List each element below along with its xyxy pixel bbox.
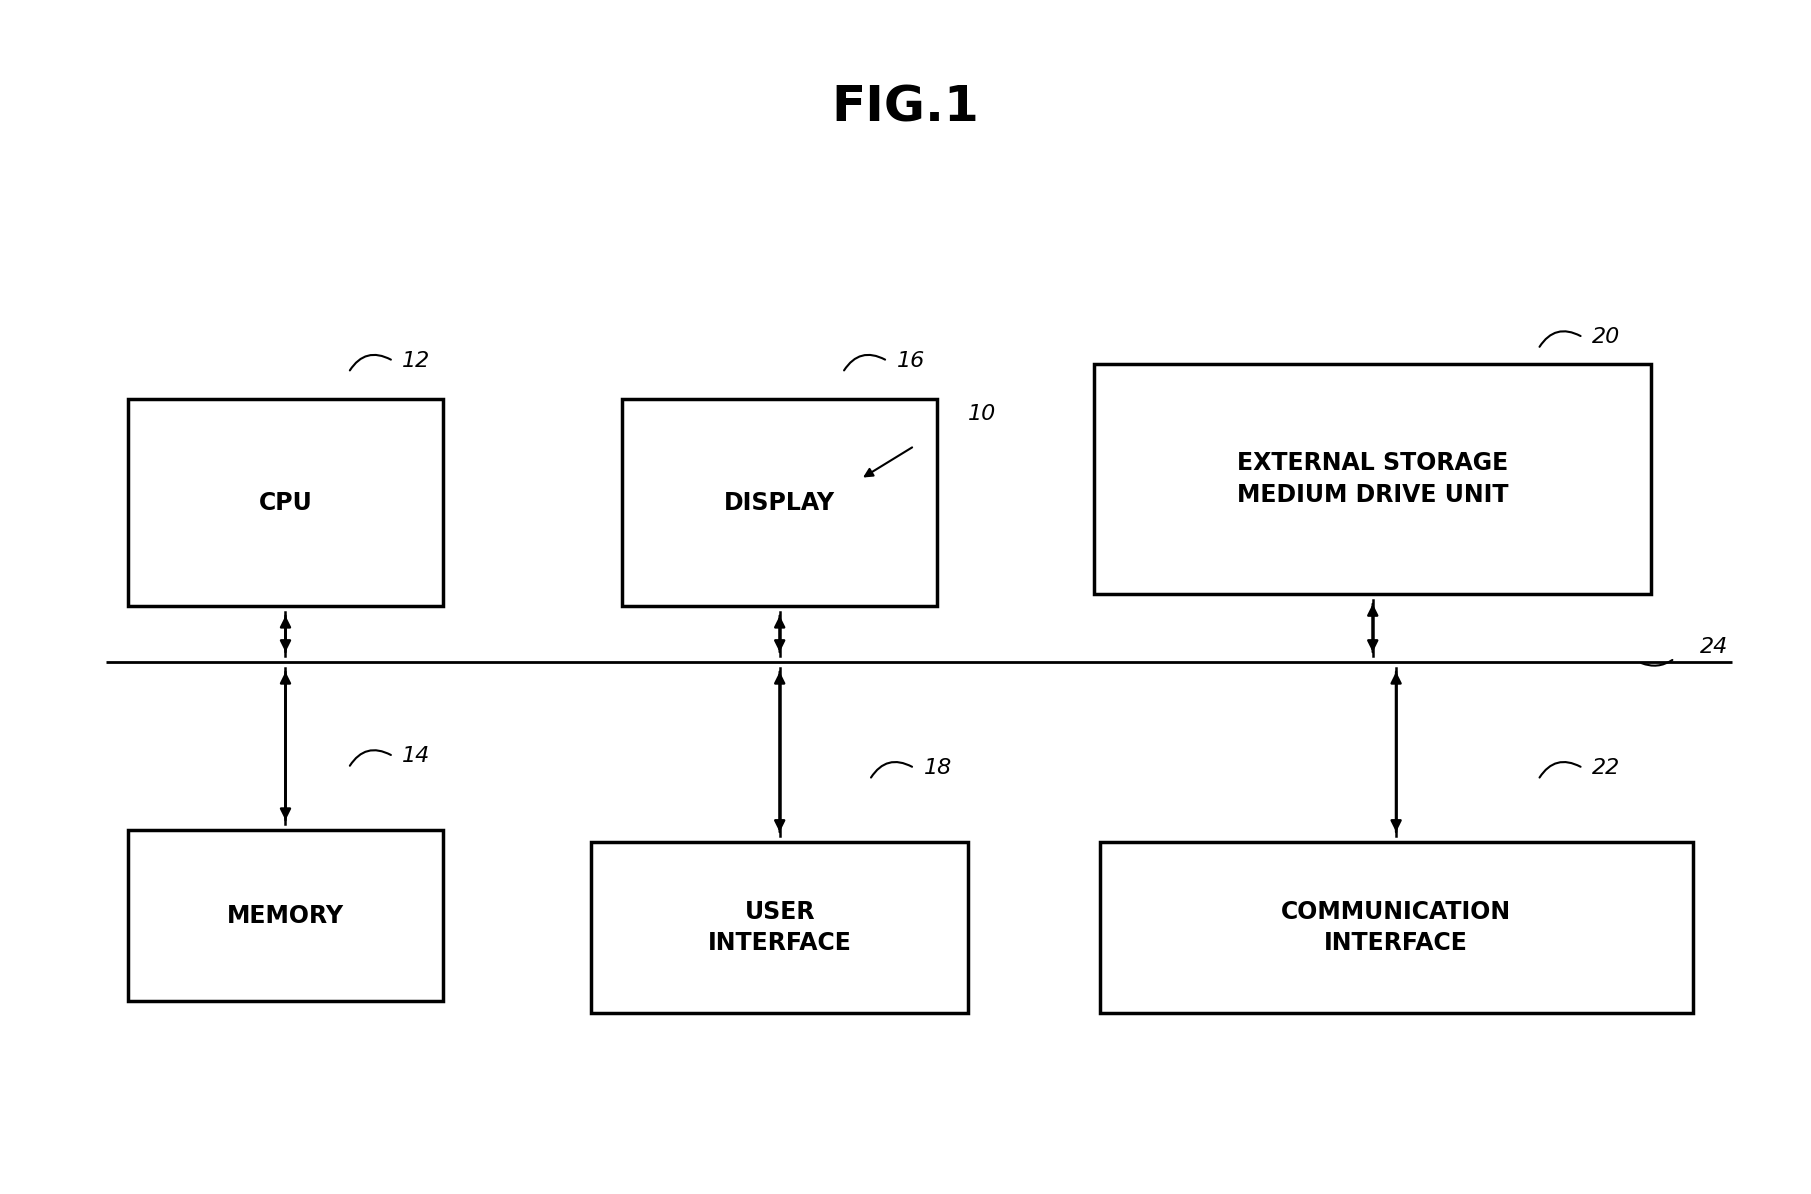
Bar	[1094, 364, 1652, 595]
Text: DISPLAY: DISPLAY	[724, 491, 835, 515]
Text: 24: 24	[1701, 636, 1728, 657]
Text: USER
INTERFACE: USER INTERFACE	[708, 899, 851, 955]
Text: 18: 18	[924, 758, 953, 778]
Text: CPU: CPU	[259, 491, 311, 515]
Text: COMMUNICATION
INTERFACE: COMMUNICATION INTERFACE	[1280, 899, 1510, 955]
Text: EXTERNAL STORAGE
MEDIUM DRIVE UNIT: EXTERNAL STORAGE MEDIUM DRIVE UNIT	[1237, 451, 1509, 506]
Bar	[1099, 842, 1693, 1013]
Bar	[623, 399, 936, 605]
Text: MEMORY: MEMORY	[226, 904, 344, 928]
Text: 22: 22	[1592, 758, 1621, 778]
Text: 12: 12	[402, 351, 431, 371]
Bar	[129, 399, 442, 605]
Text: 14: 14	[402, 746, 431, 767]
Text: FIG.1: FIG.1	[831, 84, 980, 131]
Bar	[590, 842, 969, 1013]
Bar	[129, 830, 442, 1002]
Text: 10: 10	[969, 404, 996, 424]
Text: 16: 16	[896, 351, 925, 371]
Text: 20: 20	[1592, 327, 1621, 347]
